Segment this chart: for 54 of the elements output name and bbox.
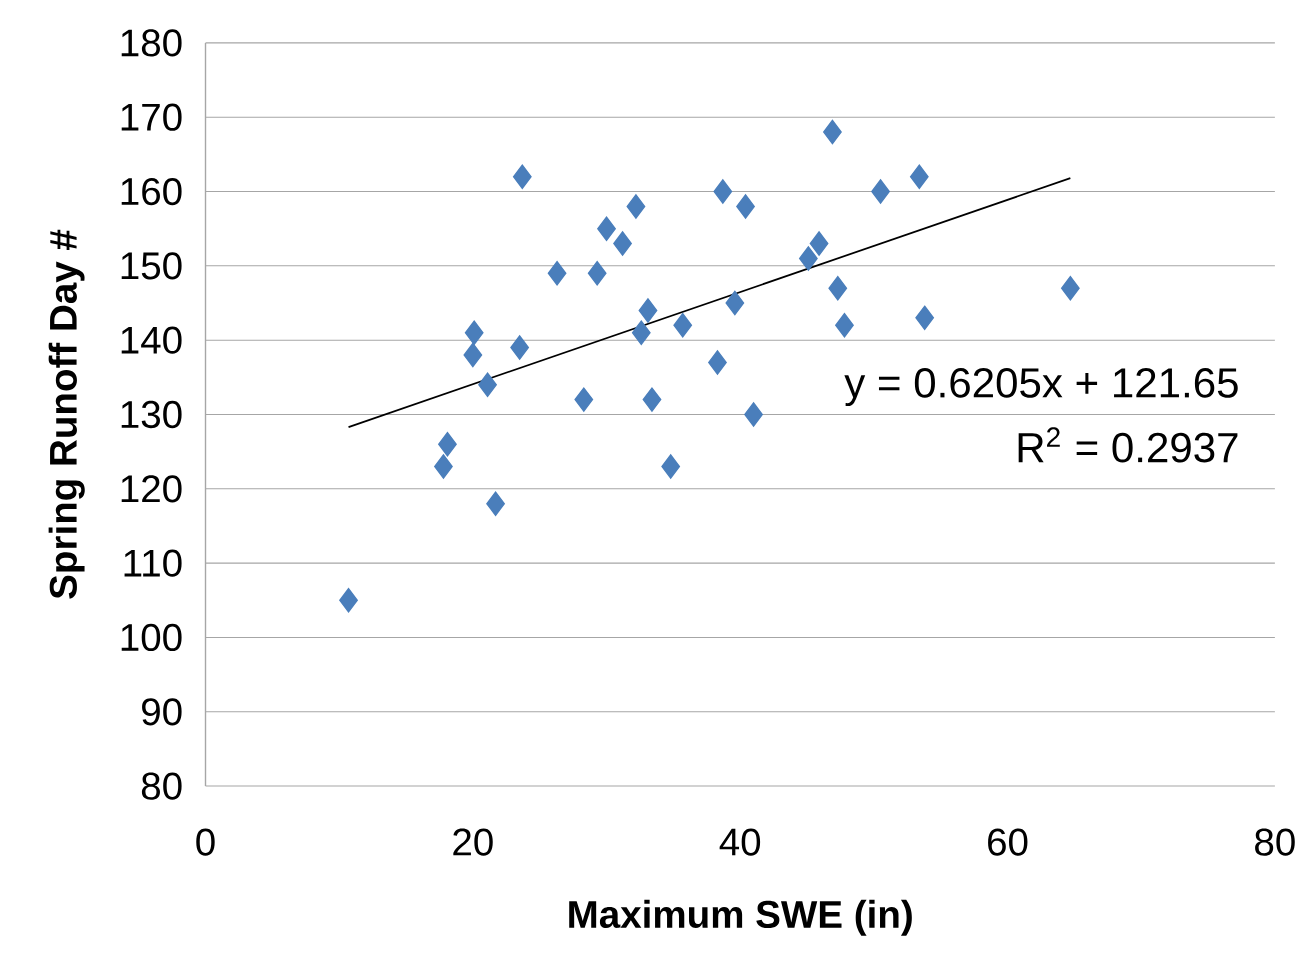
point bbox=[871, 179, 890, 204]
point bbox=[512, 164, 532, 190]
point bbox=[486, 491, 505, 517]
y-tick-label: 130 bbox=[121, 401, 182, 429]
y-tick-label: 80 bbox=[141, 772, 182, 800]
point bbox=[463, 342, 483, 368]
y-tick-label: 140 bbox=[121, 326, 182, 354]
point bbox=[547, 261, 567, 286]
point bbox=[909, 164, 929, 190]
x-tick-label: 80 bbox=[1255, 828, 1295, 856]
point bbox=[464, 320, 484, 346]
point bbox=[736, 194, 755, 219]
point bbox=[626, 194, 646, 219]
point bbox=[638, 298, 658, 323]
point bbox=[574, 387, 594, 413]
point bbox=[725, 290, 745, 316]
point bbox=[915, 305, 935, 331]
point bbox=[597, 216, 616, 242]
y-tick-label: 110 bbox=[124, 549, 182, 577]
y-tick-label: 170 bbox=[121, 103, 182, 132]
point bbox=[823, 119, 842, 145]
point bbox=[744, 402, 763, 427]
y-tick-label: 150 bbox=[121, 252, 182, 280]
x-tick-label: 20 bbox=[453, 828, 493, 856]
y-tick-label: 180 bbox=[121, 29, 182, 57]
point bbox=[510, 335, 530, 361]
point bbox=[798, 246, 818, 271]
point bbox=[661, 454, 681, 479]
point bbox=[642, 387, 662, 413]
x-tick-label: 40 bbox=[719, 828, 761, 856]
point bbox=[835, 313, 854, 338]
point bbox=[613, 231, 632, 256]
x-axis-title: Maximum SWE (in) bbox=[569, 899, 912, 936]
point bbox=[631, 320, 651, 346]
point bbox=[708, 350, 727, 375]
point bbox=[339, 588, 358, 613]
y-tick-label: 160 bbox=[121, 178, 182, 206]
point bbox=[828, 276, 848, 301]
y-axis-title: Spring Runoff Day # bbox=[48, 229, 85, 599]
annotation: R$^{2}$ = 0.2937 bbox=[1018, 427, 1238, 463]
y-tick-label: 120 bbox=[121, 475, 182, 503]
y-tick-label: 100 bbox=[121, 623, 182, 652]
point bbox=[438, 432, 457, 457]
x-tick-label: 0 bbox=[196, 828, 215, 856]
point bbox=[478, 372, 497, 398]
point bbox=[713, 179, 733, 204]
y-tick-label: 90 bbox=[142, 698, 182, 726]
point bbox=[1061, 276, 1080, 301]
x-tick-label: 60 bbox=[988, 828, 1028, 856]
point bbox=[673, 313, 693, 338]
point bbox=[434, 454, 453, 479]
annotation: y = 0.6205x + 121.65 bbox=[844, 368, 1238, 407]
point bbox=[587, 261, 607, 286]
point bbox=[809, 231, 829, 256]
